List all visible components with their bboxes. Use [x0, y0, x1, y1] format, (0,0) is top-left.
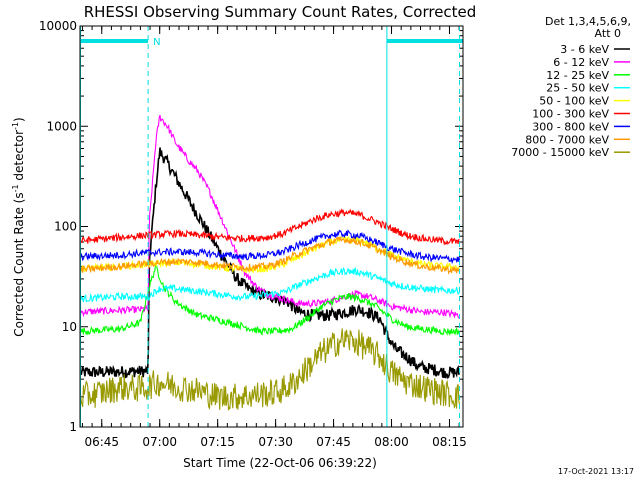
- y-axis-label-end: ): [12, 117, 26, 122]
- legend-label: 7000 - 15000 keV: [511, 146, 609, 159]
- night-flag-label: N: [153, 37, 160, 48]
- legend-label: 50 - 100 keV: [539, 95, 609, 108]
- y-tick-label: 100: [54, 220, 77, 234]
- y-axis-label-main: Corrected Count Rate (s: [12, 192, 26, 336]
- legend-label: 6 - 12 keV: [553, 56, 609, 69]
- y-tick-label: 1000: [46, 119, 77, 133]
- plot-area: 1 10 100 1000 10000 06:45 07:00 07:15 07:30 07:45…: [39, 19, 467, 449]
- x-tick-label: 07:30: [258, 435, 293, 449]
- y-axis-label-mid: detector: [12, 130, 26, 185]
- legend-label: 300 - 800 keV: [532, 120, 609, 133]
- legend-header-attenuator: Att 0: [595, 27, 621, 40]
- series-line: [79, 229, 461, 265]
- legend-label: 800 - 7000 keV: [525, 133, 609, 146]
- legend-label: 12 - 25 keV: [546, 69, 609, 82]
- x-tick-label: 08:00: [374, 435, 409, 449]
- legend-label: 3 - 6 keV: [560, 43, 609, 56]
- flag-group: N: [80, 26, 463, 427]
- series-group: [79, 114, 461, 411]
- x-axis-label: Start Time (22-Oct-06 06:39:22): [183, 456, 377, 470]
- night-bar: [80, 39, 149, 43]
- plot-frame: [79, 25, 464, 428]
- x-tick-label: 06:45: [84, 435, 119, 449]
- legend-header-detectors: Det 1,3,4,5,6,9,: [545, 15, 631, 28]
- series-line: [80, 235, 461, 275]
- x-tick-label: 07:15: [200, 435, 235, 449]
- x-tick-label: 07:00: [142, 435, 177, 449]
- y-tick-label: 10: [62, 320, 77, 334]
- series-line: [79, 263, 461, 337]
- timestamp: 17-Oct-2021 13:17: [558, 467, 634, 476]
- chart-title: RHESSI Observing Summary Count Rates, Co…: [84, 3, 477, 21]
- series-line: [79, 208, 460, 246]
- x-tick-label: 08:15: [432, 435, 467, 449]
- y-axis-label: Corrected Count Rate (s-1 detector-1): [11, 117, 26, 336]
- y-tick-label: 10000: [39, 19, 77, 33]
- svg-text:Corrected Count Rate (s-1 dete: Corrected Count Rate (s-1 detector-1): [11, 117, 26, 336]
- series-line: [79, 328, 461, 411]
- night-bar: [386, 39, 463, 43]
- y-axis-label-sup2: -1: [11, 122, 20, 130]
- y-tick-label: 1: [69, 420, 77, 434]
- y-axis-label-sup1: -1: [11, 184, 20, 192]
- legend-label: 100 - 300 keV: [532, 108, 609, 121]
- x-tick-label: 07:45: [316, 435, 351, 449]
- legend-label: 25 - 50 keV: [546, 82, 609, 95]
- series-line: [79, 266, 461, 303]
